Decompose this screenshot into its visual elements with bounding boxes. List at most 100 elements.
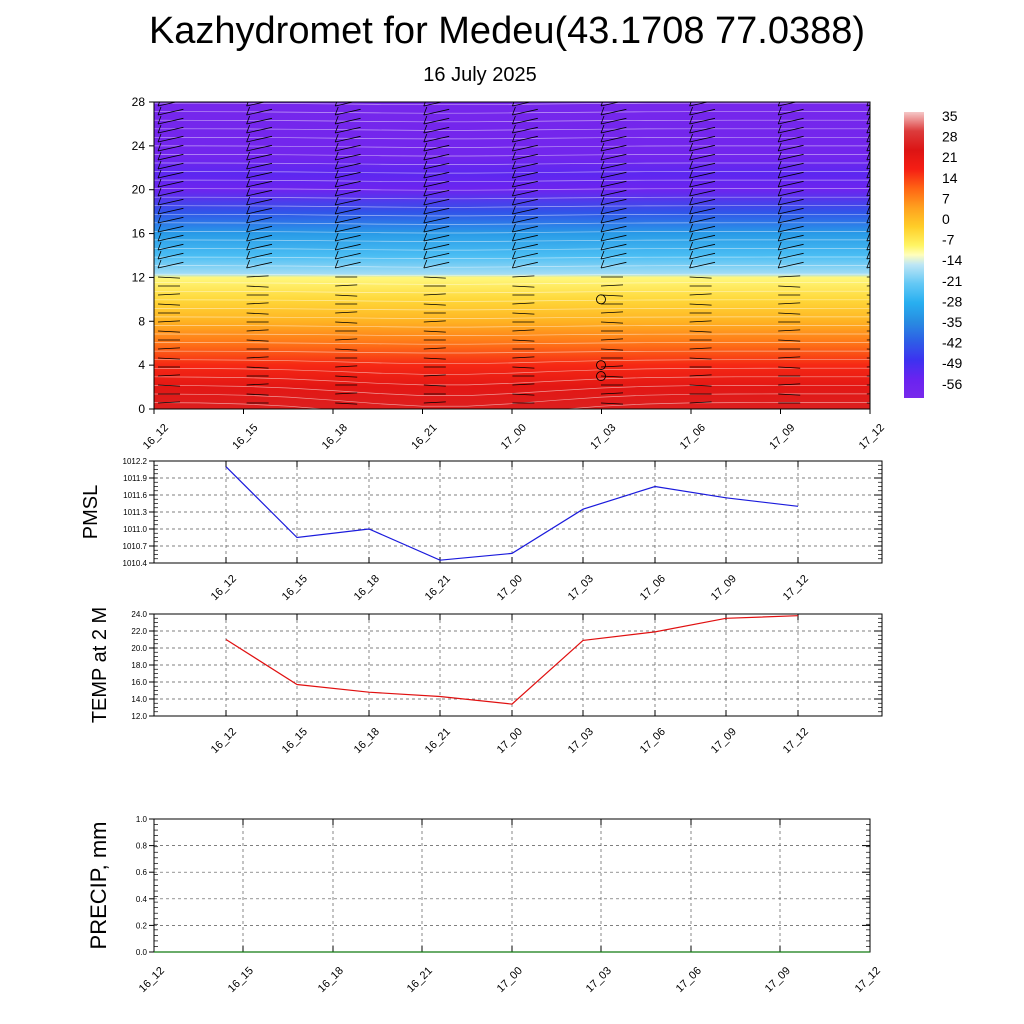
colorbar-fill <box>904 112 924 398</box>
contour-line <box>154 367 870 375</box>
wind-barb <box>689 117 716 125</box>
wind-barb <box>512 216 538 224</box>
wind-barb-flag <box>689 124 693 134</box>
wind-barb-flag <box>246 169 250 179</box>
wind-barb-flag <box>866 223 870 233</box>
wind-barb <box>689 293 712 296</box>
wind-barb <box>778 108 804 116</box>
wind-barb <box>689 347 712 350</box>
wind-barb <box>866 104 870 107</box>
wind-barb-flag <box>689 232 693 242</box>
contour-line <box>154 325 870 328</box>
wind-barb <box>600 216 627 224</box>
wind-barb <box>246 126 273 134</box>
wind-barb <box>423 234 450 242</box>
chart-subtitle: 16 July 2025 <box>423 64 537 86</box>
wind-barb-flag <box>866 232 870 242</box>
colorbar-label: 0 <box>942 211 950 227</box>
wind-barb <box>689 374 712 377</box>
contour-line <box>154 393 870 407</box>
wind-barb <box>157 126 184 134</box>
wind-barb-flag <box>600 205 605 215</box>
wind-barb <box>423 243 450 251</box>
wind-barb <box>866 230 870 233</box>
wind-barb <box>689 276 712 279</box>
colorbar-label: -56 <box>942 376 962 392</box>
wind-barb-flag <box>777 151 782 161</box>
wind-barb <box>600 144 627 152</box>
wind-barb <box>157 261 184 269</box>
wind-barb-flag <box>334 142 339 152</box>
wind-barb <box>157 401 181 404</box>
wind-barb <box>689 234 716 242</box>
wind-barb-flag <box>512 196 516 206</box>
wind-barb <box>689 135 716 143</box>
y-tick-label: 4 <box>138 358 145 372</box>
contour-line <box>154 402 870 409</box>
x-tick-label: 16_12 <box>141 422 171 452</box>
x-tick-label: 16_18 <box>316 965 346 995</box>
wind-barb <box>157 117 184 125</box>
wind-barb <box>157 171 184 179</box>
temp-panel: 12.0 14.0 16.0 18.0 20.0 22.0 24.0 16_12 16_15 16… <box>89 607 883 756</box>
y-tick-label: 1011.6 <box>123 491 147 500</box>
wind-barb-flag <box>157 124 162 134</box>
wind-barb <box>600 198 627 206</box>
contour-line <box>154 196 870 200</box>
x-tick-label: 17_03 <box>584 965 614 995</box>
wind-barb-flag <box>689 223 693 233</box>
contour-line <box>154 213 870 217</box>
wind-barb <box>423 293 446 296</box>
contour-line <box>154 273 870 277</box>
wind-barb <box>778 339 801 342</box>
contour-line <box>154 290 870 294</box>
wind-barb-flag <box>423 169 428 179</box>
wind-barb <box>423 216 450 224</box>
wind-barb <box>157 303 181 306</box>
y-tick-label: 22.0 <box>131 627 147 636</box>
wind-barb <box>689 189 716 197</box>
wind-barb-flag <box>600 160 605 170</box>
x-tick-label: 17_09 <box>763 965 793 995</box>
y-tick-label: 8 <box>138 314 145 328</box>
colorbar-label: -35 <box>942 314 962 330</box>
wind-barb <box>689 261 716 269</box>
wind-barb-flag <box>777 115 782 125</box>
wind-barb-flag <box>777 102 781 107</box>
wind-barb-flag <box>600 124 605 134</box>
wind-barb-flag <box>689 214 693 224</box>
wind-barb-flag <box>423 142 428 152</box>
y-tick-label: 28 <box>132 95 146 109</box>
wind-barb <box>866 203 870 206</box>
wind-barb <box>689 357 712 360</box>
x-tick-label: 16_12 <box>209 726 239 756</box>
y-tick-label: 0.6 <box>136 868 148 877</box>
wind-barb <box>246 144 273 152</box>
wind-barb-flag <box>600 102 603 107</box>
x-tick-label: 17_12 <box>781 726 811 756</box>
contour-line <box>154 188 870 191</box>
wind-barb-flag <box>246 205 250 215</box>
wind-barb <box>157 162 184 170</box>
wind-barb <box>778 171 804 179</box>
wind-barb <box>423 207 450 215</box>
wind-barb-flag <box>689 115 693 125</box>
y-tick-label: 1010.7 <box>123 542 148 551</box>
wind-barb-flag <box>157 259 162 269</box>
y-tick-label: 20.0 <box>131 644 147 653</box>
wind-barb <box>512 356 535 359</box>
wind-barb-flag <box>600 169 605 179</box>
wind-barb <box>866 221 870 224</box>
wind-barb <box>246 393 269 396</box>
wind-barb-flag <box>512 115 516 125</box>
wind-barb <box>423 320 446 323</box>
wind-barb <box>689 162 716 170</box>
wind-barb-flag <box>246 102 249 107</box>
wind-barb-flag <box>157 151 162 161</box>
wind-barb <box>335 243 361 251</box>
x-tick-label: 17_03 <box>588 422 618 452</box>
wind-barb <box>600 348 624 351</box>
contour-line <box>154 282 870 285</box>
wind-barb-flag <box>423 160 428 170</box>
wind-barb <box>866 194 870 197</box>
